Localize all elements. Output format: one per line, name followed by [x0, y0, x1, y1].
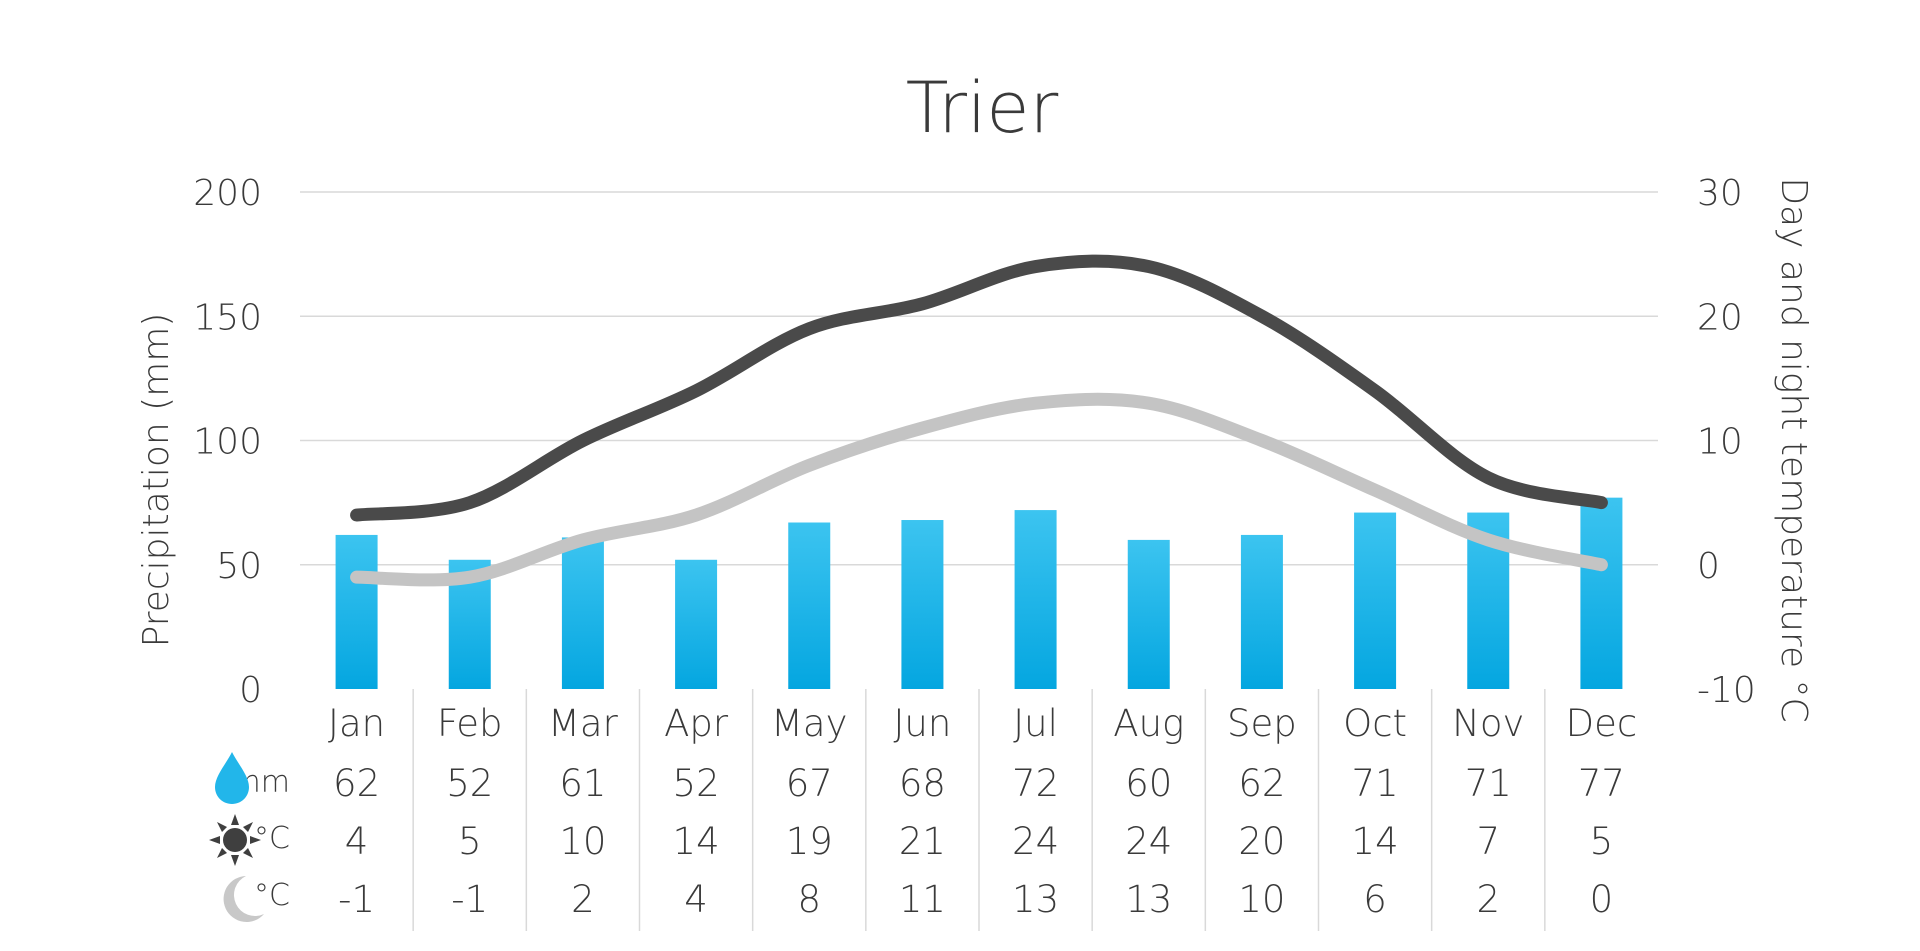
table-cell: 10	[559, 820, 606, 863]
raindrop-icon	[215, 752, 249, 804]
left-tick-label: 50	[216, 546, 262, 587]
table-cell: -1	[338, 878, 375, 921]
month-label: Apr	[664, 702, 729, 745]
table-cell: 13	[1125, 878, 1172, 921]
row-unit-label: °C	[254, 878, 290, 913]
table-cell: 52	[446, 762, 493, 805]
table-cell: 14	[1352, 820, 1399, 863]
precipitation-bar	[335, 534, 378, 689]
table-cell: 21	[899, 820, 946, 863]
row-unit-label: °C	[254, 821, 290, 856]
table-cell: 2	[1476, 878, 1500, 921]
precipitation-bar	[1127, 539, 1170, 689]
table-cell: -1	[451, 878, 488, 921]
left-tick-label: 200	[193, 173, 262, 214]
precipitation-bars	[335, 497, 1623, 689]
right-axis-label: Day and night temperature °C	[1773, 177, 1814, 722]
table-cell: 20	[1238, 820, 1285, 863]
temperature-lines	[350, 254, 1608, 587]
month-label: Dec	[1566, 702, 1638, 745]
month-label: May	[771, 702, 848, 745]
moon-icon	[223, 876, 264, 922]
right-tick-label: -10	[1697, 670, 1756, 711]
month-label: Jan	[328, 702, 385, 745]
right-axis-ticks: -10 0 10 20 30	[1697, 173, 1756, 711]
precipitation-bar	[1014, 510, 1057, 689]
table-cell: 14	[673, 820, 720, 863]
right-tick-label: 10	[1697, 422, 1743, 463]
table-cell: 71	[1465, 762, 1512, 805]
table-cell: 19	[786, 820, 833, 863]
table-cell: 62	[333, 762, 380, 805]
table-cell: 13	[1012, 878, 1059, 921]
right-tick-label: 0	[1697, 546, 1720, 587]
table-cell: 24	[1125, 820, 1172, 863]
table-cell: 10	[1238, 878, 1285, 921]
month-label: Aug	[1113, 702, 1184, 745]
day-temperature-line	[350, 254, 1608, 522]
table-cell: 11	[899, 878, 946, 921]
month-label: Jun	[894, 702, 952, 745]
month-label: Feb	[437, 702, 503, 745]
table-cell: 5	[458, 820, 482, 863]
night-temperature-line	[350, 392, 1608, 587]
left-axis-label: Precipitation (mm)	[136, 313, 177, 648]
table-cell: 5	[1590, 820, 1614, 863]
left-tick-label: 0	[239, 670, 262, 711]
table-cell: 77	[1578, 762, 1625, 805]
precipitation-bar	[1240, 534, 1283, 689]
left-axis-ticks: 0 50 100 150 200	[193, 173, 262, 711]
precipitation-bar	[788, 522, 831, 689]
precipitation-bar	[675, 559, 718, 689]
chart-title: Trier	[906, 67, 1059, 149]
left-tick-label: 100	[193, 422, 262, 463]
table-cell: 8	[797, 878, 821, 921]
right-tick-label: 30	[1697, 173, 1743, 214]
precipitation-bar	[1580, 497, 1623, 689]
table-cell: 4	[684, 878, 708, 921]
month-label: Nov	[1452, 702, 1524, 745]
table-cell: 7	[1476, 820, 1500, 863]
precipitation-bar	[561, 537, 604, 689]
table-cell: 62	[1238, 762, 1285, 805]
month-label: Mar	[548, 702, 619, 745]
table-cell: 60	[1125, 762, 1172, 805]
table-cell: 52	[673, 762, 720, 805]
table-cell: 6	[1363, 878, 1387, 921]
table-cell: 24	[1012, 820, 1059, 863]
table-cell: 72	[1012, 762, 1059, 805]
table-cell: 4	[345, 820, 369, 863]
precipitation-bar	[901, 520, 944, 689]
month-label: Sep	[1227, 702, 1297, 745]
table-cell: 67	[786, 762, 833, 805]
month-label: Jul	[1013, 702, 1058, 745]
month-label: Oct	[1343, 702, 1407, 745]
left-tick-label: 150	[193, 297, 262, 338]
right-tick-label: 20	[1697, 297, 1743, 338]
table-cell: 2	[571, 878, 595, 921]
table-cell: 0	[1590, 878, 1614, 921]
precipitation-bar	[1354, 512, 1397, 689]
table-cell: 71	[1352, 762, 1399, 805]
sun-icon	[209, 814, 261, 866]
gridlines	[300, 191, 1658, 566]
table-cell: 68	[899, 762, 946, 805]
table-cell: 61	[559, 762, 606, 805]
